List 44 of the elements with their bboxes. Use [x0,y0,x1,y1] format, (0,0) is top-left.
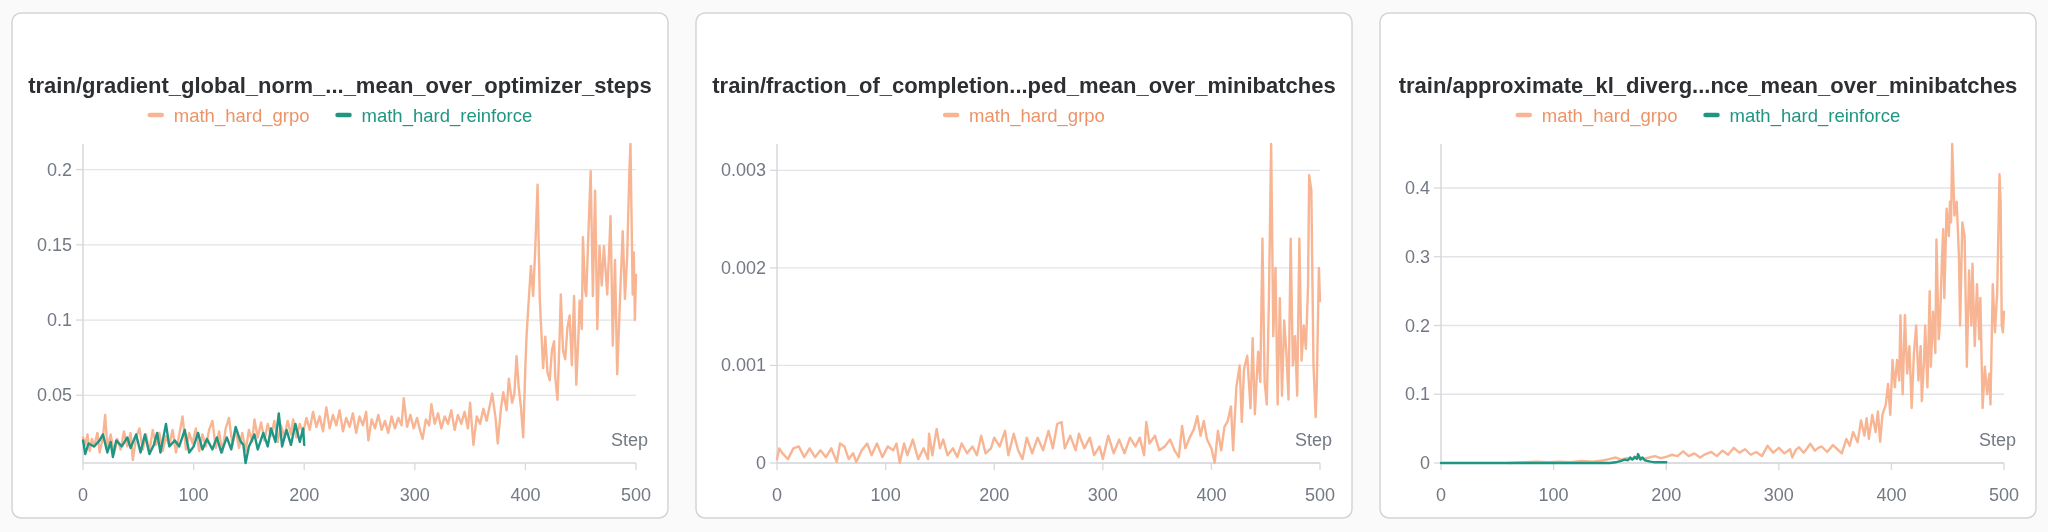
chart-title: train/gradient_global_norm_..._mean_over_optimizer_steps [28,72,652,98]
x-tick-label: 200 [289,485,320,505]
line-series [1439,452,1668,465]
x-tick-label: 200 [979,485,1010,505]
y-tick-label: 0.001 [721,355,767,376]
legend-label: math_hard_grpo [173,104,310,127]
y-tick-label: 0.15 [36,234,73,255]
y-tick-label: 0 [756,453,767,473]
chart-title: train/fraction_of_completion...ped_mean_over_minibatches [712,72,1336,98]
legend-label: math_hard_reinforce [1729,104,1901,127]
legend-label: math_hard_reinforce [361,104,533,127]
y-tick-label: 0.2 [47,159,73,180]
x-tick-label: 400 [1196,485,1227,505]
y-tick-label: 0.4 [1404,178,1431,198]
x-tick-label: 100 [178,485,209,505]
y-tick-label: 0.002 [721,257,767,278]
y-tick-label: 0.003 [721,160,767,181]
x-tick-label: 0 [1436,485,1447,505]
x-tick-label: 500 [1304,485,1336,505]
x-axis-title: Step [1294,430,1332,450]
x-axis-title: Step [1978,430,2016,450]
x-tick-label: 0 [78,485,89,505]
x-tick-label: 400 [510,485,541,505]
y-tick-label: 0.1 [1404,384,1431,405]
x-tick-label: 0 [772,485,783,505]
x-tick-label: 300 [1087,485,1118,505]
x-tick-label: 100 [870,485,901,505]
y-tick-label: 0 [1420,453,1431,473]
x-tick-label: 500 [620,485,652,505]
x-axis-title: Step [610,430,648,450]
y-tick-label: 0.3 [1404,246,1431,267]
y-tick-label: 0.05 [36,385,73,406]
y-tick-label: 0.1 [47,310,73,331]
chart-title: train/approximate_kl_diverg...nce_mean_over_minibatches [1398,72,2018,98]
y-tick-label: 0.2 [1404,315,1431,336]
x-tick-label: 100 [1538,485,1569,505]
x-tick-label: 200 [1651,485,1682,505]
x-tick-label: 500 [1988,485,2020,505]
x-tick-label: 300 [399,485,430,505]
x-tick-label: 300 [1763,485,1794,505]
legend-label: math_hard_grpo [1541,104,1678,127]
x-tick-label: 400 [1876,485,1907,505]
line-series [81,412,306,465]
legend-label: math_hard_grpo [969,104,1105,127]
